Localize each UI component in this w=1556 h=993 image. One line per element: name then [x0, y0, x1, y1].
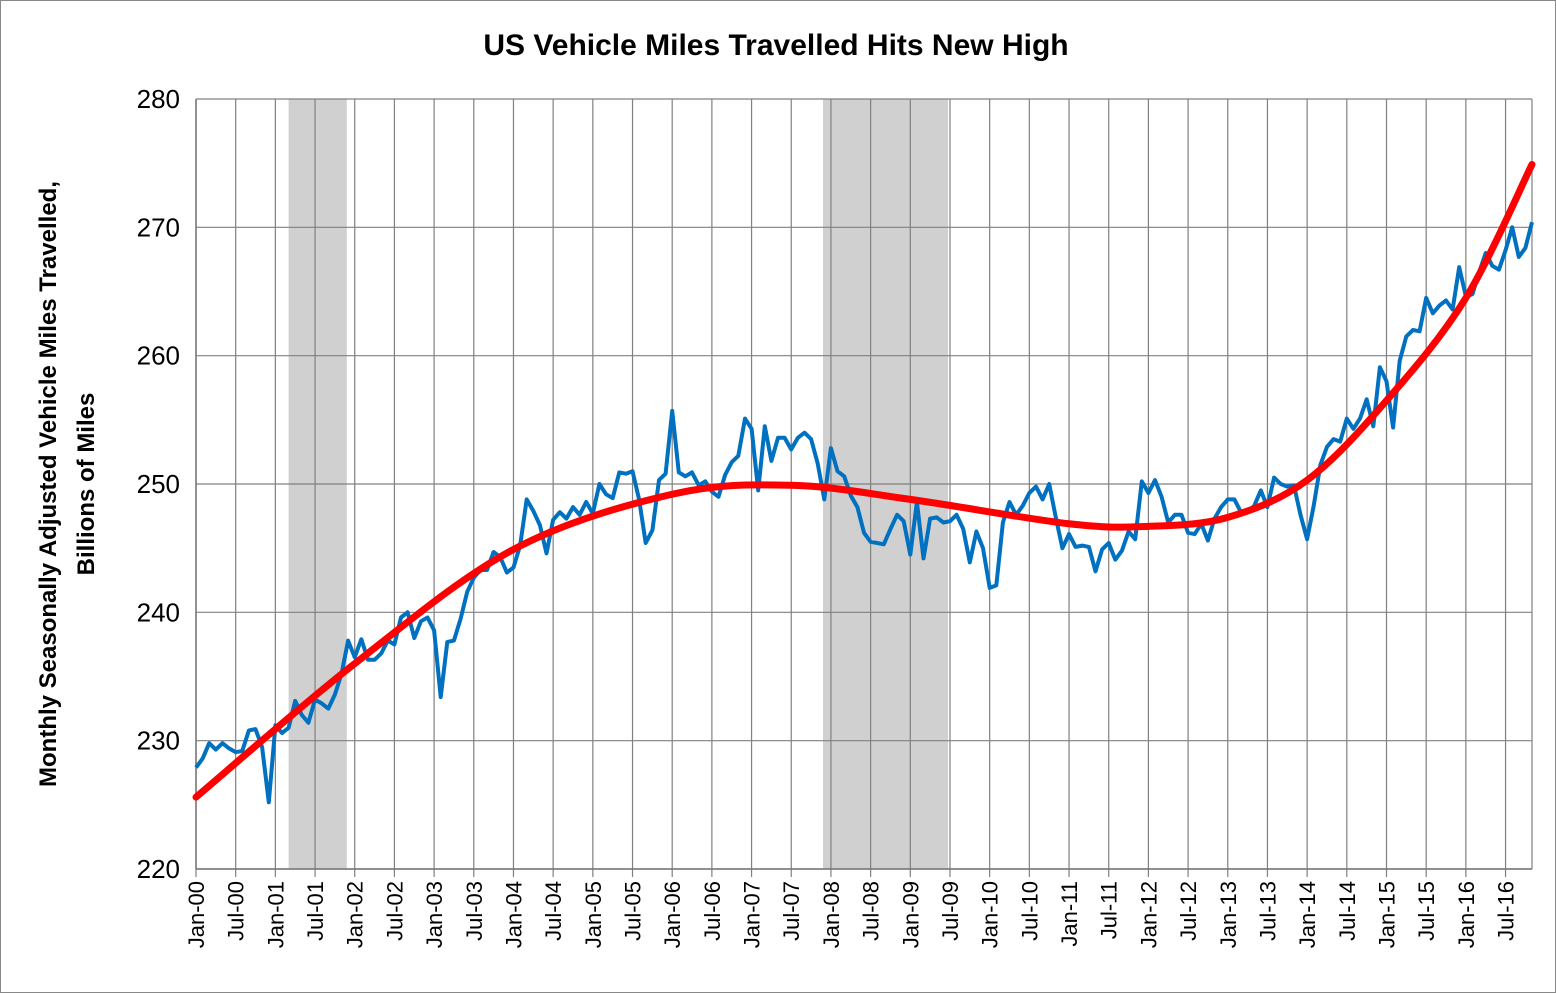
x-tick-label: Jan-00 [184, 881, 209, 948]
y-axis-ticks: 220 230 240 250 260 270 280 [137, 84, 180, 884]
x-tick-label: Jul-12 [1176, 881, 1201, 941]
x-tick-label: Jan-15 [1374, 881, 1399, 948]
x-tick-label: Jan-02 [343, 881, 368, 948]
x-tick-label: Jul-10 [1017, 881, 1042, 941]
x-tick-label: Jan-01 [263, 881, 288, 948]
x-tick-label: Jan-04 [501, 881, 526, 948]
x-tick-label: Jul-02 [382, 881, 407, 941]
y-tick-label: 260 [137, 341, 180, 371]
y-tick-label: 230 [137, 726, 180, 756]
x-tick-label: Jul-04 [541, 881, 566, 941]
x-tick-label: Jul-11 [1097, 881, 1122, 939]
series-line-vmt [194, 221, 1534, 805]
x-tick-label: Jul-01 [303, 881, 328, 941]
trend-line [192, 160, 1536, 801]
x-tick-label: Jan-09 [898, 881, 923, 948]
y-tick-label: 250 [137, 469, 180, 499]
x-tick-label: Jul-09 [938, 881, 963, 941]
x-tick-label: Jan-05 [581, 881, 606, 948]
x-tick-label: Jul-07 [779, 881, 804, 941]
y-tick-label: 240 [137, 597, 180, 627]
x-tick-label: Jan-16 [1454, 881, 1479, 948]
y-axis-title-line1: Monthly Seasonally Adjusted Vehicle Mile… [35, 181, 62, 787]
x-tick-label: Jan-13 [1216, 881, 1241, 948]
x-tick-label: Jul-13 [1255, 881, 1280, 941]
y-axis-title: Monthly Seasonally Adjusted Vehicle Mile… [35, 181, 100, 787]
x-tick-label: Jan-14 [1295, 881, 1320, 948]
y-tick-label: 220 [137, 854, 180, 884]
y-tick-label: 270 [137, 212, 180, 242]
x-tick-label: Jan-08 [819, 881, 844, 948]
x-tick-label: Jan-03 [422, 881, 447, 948]
x-tick-label: Jul-14 [1335, 881, 1360, 941]
x-tick-label: Jul-00 [224, 881, 249, 941]
x-tick-label: Jan-12 [1136, 881, 1161, 948]
x-tick-label: Jul-16 [1494, 881, 1519, 941]
x-tick-label: Jul-03 [462, 881, 487, 941]
chart-title: US Vehicle Miles Travelled Hits New High [483, 29, 1068, 62]
gridlines [195, 98, 1533, 877]
y-axis-title-line2: Billions of Miles [73, 393, 100, 576]
x-tick-label: Jul-15 [1414, 881, 1439, 941]
x-tick-label: Jan-06 [660, 881, 685, 948]
x-tick-label: Jul-06 [700, 881, 725, 941]
x-tick-label: Jan-11 [1057, 881, 1082, 947]
x-tick-label: Jul-08 [859, 881, 884, 941]
x-tick-label: Jul-05 [621, 881, 646, 941]
y-tick-label: 280 [137, 84, 180, 114]
x-tick-label: Jan-07 [740, 881, 765, 948]
x-tick-label: Jan-10 [978, 881, 1003, 948]
x-axis-ticks: Jan-00 Jul-00 Jan-01 Jul-01 Jan-02 Jul-02 Jan-… [184, 881, 1519, 948]
